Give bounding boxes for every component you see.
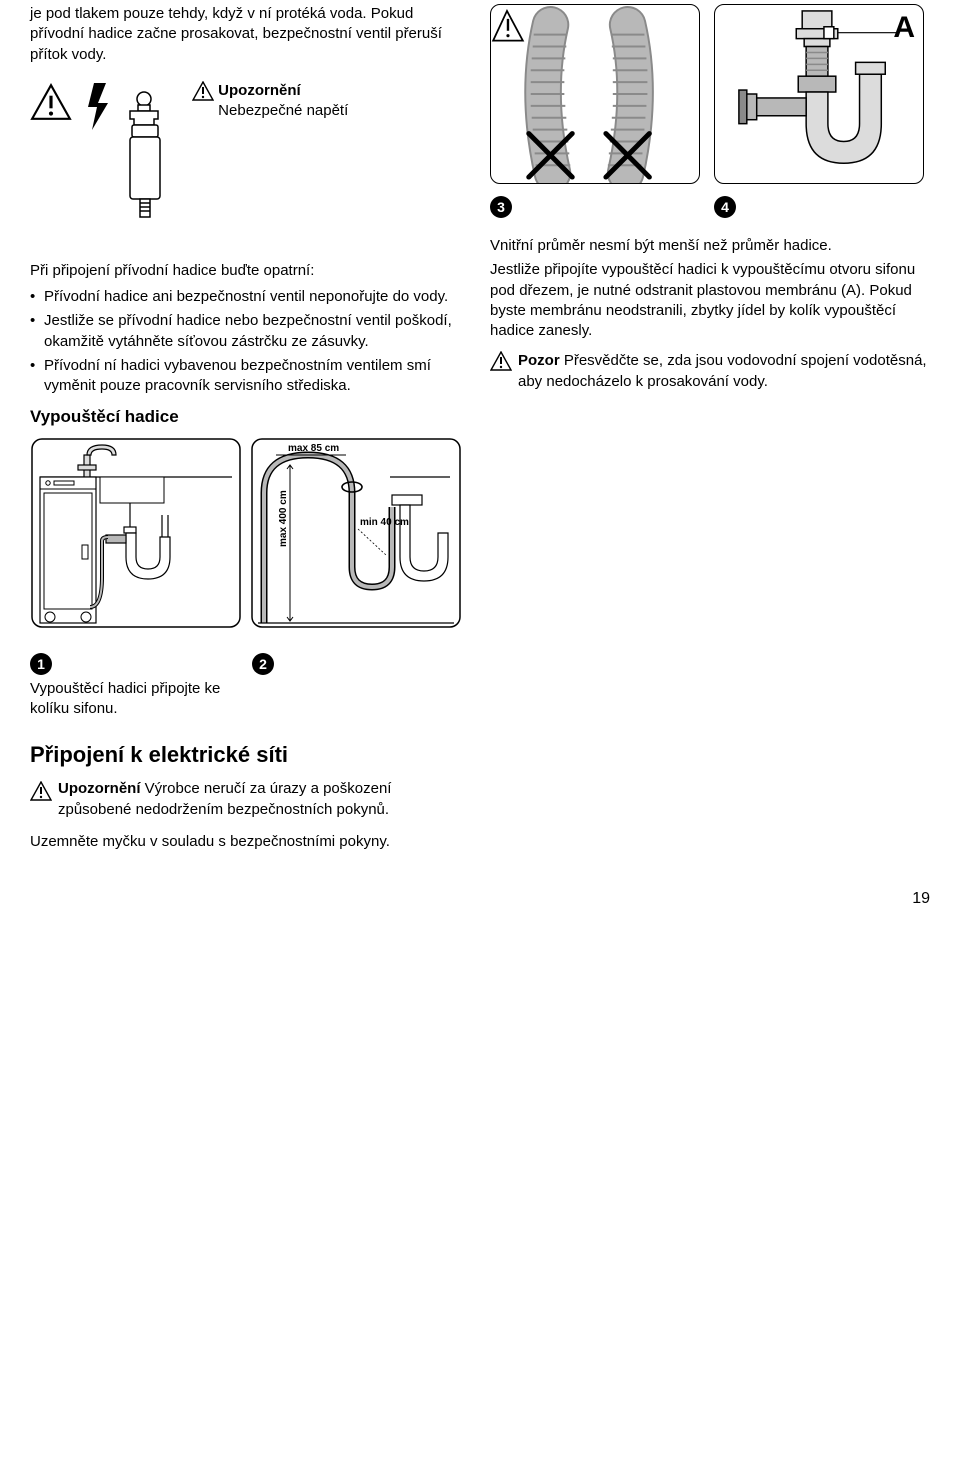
caution-label: Pozor <box>518 352 560 369</box>
elec-ground-text: Uzemněte myčku v souladu s bezpečnostním… <box>30 832 450 852</box>
label-max400: max 400 cm <box>278 490 289 547</box>
drain-hose-heading: Vypouštěcí hadice <box>30 406 470 429</box>
bottom-caption: Vypouštěcí hadici připojte ke kolíku sif… <box>30 679 230 720</box>
page-number: 19 <box>30 888 930 910</box>
bullet-1: Přívodní hadice ani bezpečnostní ventil … <box>30 287 470 307</box>
drain-install-figure: max 85 cm max 400 cm min 40 cm <box>30 437 470 647</box>
label-min40: min 40 cm <box>360 517 409 528</box>
figure-num-4: 4 <box>714 196 736 218</box>
bullet-3: Přívodní ní hadici vybavenou bezpečnostn… <box>30 356 470 397</box>
caution-text: Přesvědčte se, zda jsou vodovodní spojen… <box>518 352 927 389</box>
caution-triangle-icon <box>490 351 512 371</box>
intro-paragraph: je pod tlakem pouze tehdy, když v ní pro… <box>30 4 470 65</box>
bullet-2: Jestliže se přívodní hadice nebo bezpečn… <box>30 311 470 352</box>
warning-text: Nebezpečné napětí <box>218 102 348 119</box>
connection-bullets: Přívodní hadice ani bezpečnostní ventil … <box>30 287 470 396</box>
figure-3-box <box>490 4 700 184</box>
safety-valve-figure <box>82 75 182 245</box>
warning-label: Upozornění <box>218 82 301 99</box>
elec-warn-label: Upozornění <box>58 780 141 797</box>
right-para-1: Vnitřní průměr nesmí být menší než průmě… <box>490 236 930 256</box>
warning-triangle-icon <box>30 83 72 121</box>
right-para-2: Jestliže připojíte vypouštěcí hadici k v… <box>490 260 930 341</box>
caution-triangle-icon <box>30 781 52 801</box>
figure-4-label-a: A <box>893 11 915 45</box>
label-max85: max 85 cm <box>288 443 339 454</box>
figure-num-3: 3 <box>490 196 512 218</box>
caution-triangle-icon <box>192 81 214 101</box>
figure-num-2: 2 <box>252 653 274 675</box>
figure-4-box: A <box>714 4 924 184</box>
figure-num-1: 1 <box>30 653 52 675</box>
caution-block: Pozor Přesvědčte se, zda jsou vodovodní … <box>518 351 930 392</box>
electrical-heading: Připojení k elektrické síti <box>30 740 930 770</box>
voltage-warning-block: Upozornění Nebezpečné napětí <box>30 75 470 245</box>
connect-heading: Při připojení přívodní hadice buďte opat… <box>30 261 470 281</box>
